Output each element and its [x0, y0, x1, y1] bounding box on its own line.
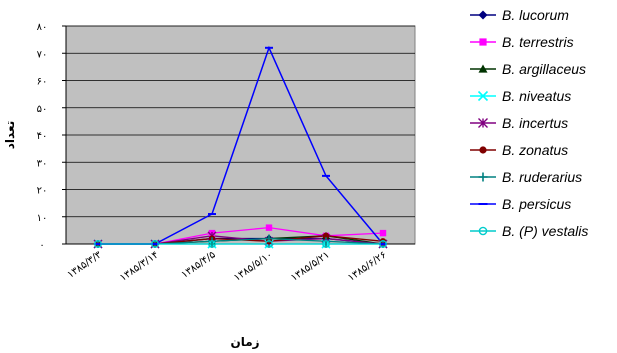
data-point: [478, 172, 488, 182]
legend-label: B. lucorum: [502, 7, 569, 23]
legend-label: B. zonatus: [502, 142, 568, 158]
x-tick-label: ۱۳۸۵/۳/۱۴: [118, 249, 161, 283]
data-point: [208, 240, 216, 248]
data-point: [478, 226, 488, 236]
y-tick-label: ۱۰: [37, 213, 48, 224]
legend: B. lucorum B. terrestris B. argillaceus B. …: [470, 7, 588, 239]
data-point: [151, 240, 159, 248]
data-point: [94, 240, 102, 248]
y-tick-label: ۵۰: [37, 104, 48, 115]
legend-label: B. terrestris: [502, 34, 574, 50]
data-point: [478, 10, 488, 20]
x-tick-label: ۱۳۸۵/۶/۲۶: [346, 249, 389, 283]
legend-label: B. persicus: [502, 196, 571, 212]
legend-label: B. incertus: [502, 115, 568, 131]
y-tick-label: ۲۰: [37, 186, 48, 197]
y-tick-label: ۴۰: [37, 131, 48, 142]
y-tick-label: ۰: [39, 240, 44, 251]
gridlines: [66, 25, 415, 218]
series-markers: [93, 46, 388, 249]
x-tick-label: ۱۳۸۵/۳/۳: [65, 249, 104, 281]
y-tick-label: ۶۰: [37, 77, 48, 88]
x-tick-label: ۱۳۸۵/۴/۵: [179, 249, 217, 280]
data-point: [322, 240, 330, 248]
data-point: [379, 229, 387, 237]
y-axis-title: تعداد: [3, 121, 17, 149]
legend-label: B. (P) vestalis: [502, 223, 588, 239]
x-axis: ۱۳۸۵/۳/۳ ۱۳۸۵/۳/۱۴ ۱۳۸۵/۴/۵ ۱۳۸۵/۵/۱۰ ۱۳۸۵/۵…: [65, 243, 415, 284]
y-tick-label: ۳۰: [37, 158, 48, 169]
legend-label: B. argillaceus: [502, 61, 586, 77]
y-axis: ۰ ۱۰ ۲۰ ۳۰ ۴۰ ۵۰ ۶۰ ۷۰ ۸۰: [37, 22, 67, 251]
data-point: [379, 240, 387, 248]
data-point: [477, 90, 489, 102]
data-point: [478, 64, 488, 73]
legend-label: B. ruderarius: [502, 169, 582, 185]
legend-label: B. niveatus: [502, 88, 571, 104]
data-point: [265, 224, 273, 231]
data-point: [479, 38, 487, 46]
data-point: [479, 146, 487, 154]
data-point: [478, 118, 488, 128]
series-lines: [98, 45, 384, 245]
data-point: [322, 232, 330, 240]
x-tick-label: ۱۳۸۵/۵/۱۰: [232, 249, 275, 283]
x-axis-title: زمان: [230, 335, 259, 349]
y-tick-label: ۷۰: [37, 49, 48, 60]
y-tick-label: ۸۰: [37, 22, 48, 33]
x-tick-label: ۱۳۸۵/۵/۲۱: [289, 249, 332, 283]
data-point: [265, 240, 273, 248]
